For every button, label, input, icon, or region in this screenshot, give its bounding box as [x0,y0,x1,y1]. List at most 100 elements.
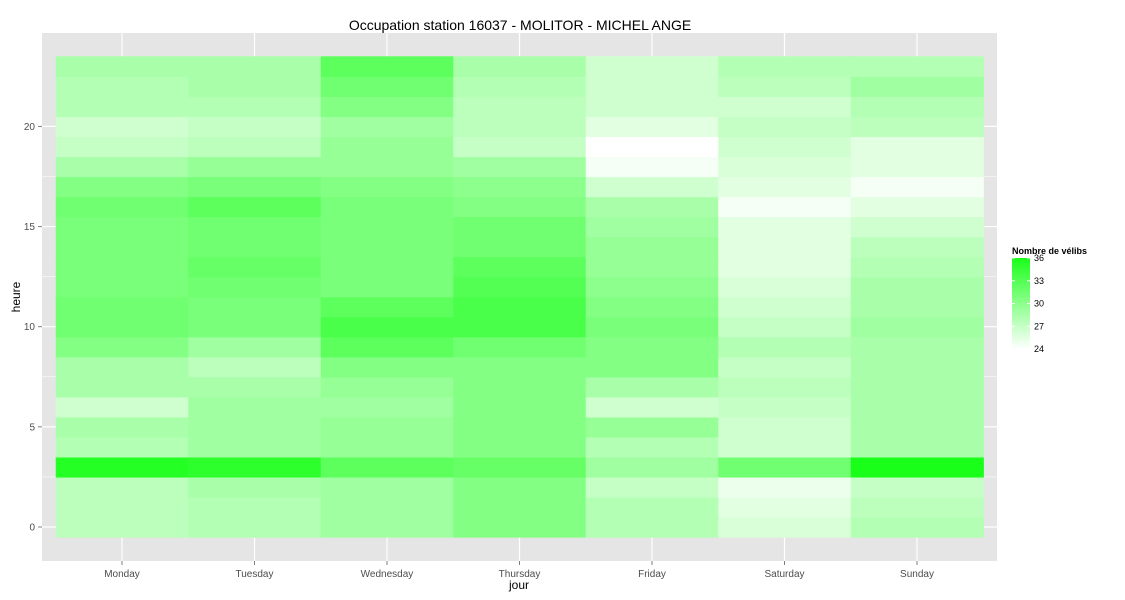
heatmap-cell: Tuesday 20h: 27 [188,116,322,138]
heatmap-cell: Wednesday 9h: 32.5 [320,336,454,358]
y-tick-label: 0 [29,523,35,534]
heatmap-cell: Thursday 23h: 28.5 [453,56,587,77]
heatmap-cell: Monday 17h: 30.5 [55,176,189,198]
legend-colorbar [1012,258,1030,349]
heatmap-cell: Wednesday 19h: 29.5 [320,136,454,158]
heatmap-cell: Sunday 9h: 28.5 [850,336,984,358]
heatmap-cell: Friday 1h: 28 [585,496,719,518]
heatmap-cell: Tuesday 5h: 29 [188,416,322,438]
heatmap-cell: Thursday 18h: 29 [453,156,587,178]
heatmap-cell: Sunday 14h: 27.5 [850,236,984,258]
heatmap-cell: Saturday 4h: 26.5 [718,436,852,458]
heatmap-cell: Thursday 9h: 31.5 [453,336,587,358]
heatmap-cell: Wednesday 21h: 30.5 [320,96,454,117]
heatmap-cell: Tuesday 10h: 31 [188,316,322,338]
heatmap-cell: Saturday 0h: 26 [718,516,852,538]
heatmap-cell: Tuesday 1h: 28 [188,496,322,518]
heatmap-cell: Saturday 1h: 25.5 [718,496,852,518]
heatmap-cell: Friday 0h: 28 [585,516,719,538]
heatmap-cell: Friday 7h: 28.5 [585,376,719,398]
heatmap-cell: Tuesday 8h: 27.5 [188,356,322,378]
heatmap-cell: Monday 12h: 31 [55,276,189,298]
heatmap-cell: Thursday 20h: 27.5 [453,116,587,138]
heatmap-cell: Saturday 14h: 25.5 [718,236,852,258]
heatmap-cell: Monday 21h: 28 [55,96,189,117]
heatmap-cell: Tuesday 23h: 28.5 [188,56,322,77]
heatmap-cell: Saturday 23h: 28 [718,56,852,77]
heatmap-cell: Sunday 21h: 28 [850,96,984,117]
heatmap-cell: Friday 11h: 30.5 [585,296,719,318]
heatmap-cell: Tuesday 18h: 29.5 [188,156,322,178]
heatmap-cell: Wednesday 5h: 29.5 [320,416,454,438]
heatmap-cell: Friday 20h: 25.5 [585,116,719,138]
heatmap-cell: Sunday 3h: 36 [850,456,984,478]
x-tick-label: Thursday [499,569,541,580]
heatmap-cell: Saturday 10h: 27 [718,316,852,338]
y-axis-title: heure [9,281,23,312]
heatmap-cell: Friday 3h: 29 [585,456,719,478]
heatmap-cell: Monday 11h: 31.5 [55,296,189,318]
heatmap-cell: Wednesday 8h: 30.5 [320,356,454,378]
heatmap-cell: Thursday 1h: 30.5 [453,496,587,518]
heatmap-cell: Friday 22h: 26.5 [585,76,719,97]
heatmap-cell: Saturday 16h: 24.5 [718,196,852,218]
heatmap-cell: Friday 8h: 30.5 [585,356,719,378]
heatmap-cell: Sunday 5h: 28.5 [850,416,984,438]
y-tick-label: 5 [29,422,35,433]
heatmap-cell: Monday 3h: 35.5 [55,456,189,478]
heatmap-cell: Thursday 21h: 27.5 [453,96,587,117]
y-tick-label: 20 [24,122,36,133]
x-axis-title: jour [508,578,529,592]
heatmap-cell: Friday 9h: 30.5 [585,336,719,358]
heatmap-cell: Wednesday 2h: 29 [320,476,454,498]
y-tick-label: 10 [24,322,36,333]
heatmap-cell: Saturday 18h: 26 [718,156,852,178]
heatmap-cell: Tuesday 13h: 32 [188,256,322,278]
heatmap-cell: Saturday 22h: 27.5 [718,76,852,97]
heatmap-cell: Tuesday 0h: 28 [188,516,322,538]
heatmap-cell: Wednesday 13h: 31 [320,256,454,278]
y-tick-label: 15 [24,222,36,233]
heatmap-cell: Tuesday 3h: 35 [188,456,322,478]
heatmap-cell: Wednesday 14h: 31 [320,236,454,258]
heatmap-cell: Wednesday 22h: 31.5 [320,76,454,97]
heatmap-cell: Monday 22h: 28 [55,76,189,97]
heatmap-cell: Sunday 22h: 29 [850,76,984,97]
heatmap-cell: Thursday 15h: 31.5 [453,216,587,238]
heatmap-cell: Tuesday 2h: 28.5 [188,476,322,498]
x-tick-label: Sunday [900,569,934,580]
heatmap-cell: Sunday 7h: 28.5 [850,376,984,398]
heatmap-cell: Friday 5h: 29.5 [585,416,719,438]
heatmap-cell: Wednesday 0h: 29 [320,516,454,538]
heatmap-cell: Monday 4h: 28 [55,436,189,458]
heatmap-cell: Thursday 16h: 30.5 [453,196,587,218]
heatmap-cell: Thursday 4h: 30.5 [453,436,587,458]
heatmap-cell: Friday 16h: 28.5 [585,196,719,218]
heatmap-cell: Tuesday 19h: 27.5 [188,136,322,158]
legend-label: 24 [1034,344,1044,354]
heatmap-cells: Monday 0h: 27.5Tuesday 0h: 28Wednesday 0… [55,56,984,538]
heatmap-cell: Sunday 15h: 26.5 [850,216,984,238]
heatmap-cell: Sunday 18h: 25.5 [850,156,984,178]
legend-labels: 36 33 30 27 24 [1012,253,1044,354]
heatmap-cell: Friday 12h: 30 [585,276,719,298]
heatmap-cell: Saturday 3h: 31.5 [718,456,852,478]
heatmap-cell: Wednesday 1h: 29 [320,496,454,518]
heatmap-cell: Saturday 19h: 26.5 [718,136,852,158]
x-tick-label: Wednesday [361,569,414,580]
heatmap-cell: Thursday 19h: 27 [453,136,587,158]
heatmap-cell: Wednesday 17h: 30.5 [320,176,454,198]
heatmap-cell: Thursday 2h: 30.5 [453,476,587,498]
heatmap-cell: Tuesday 11h: 31 [188,296,322,318]
heatmap-cell: Saturday 13h: 25.5 [718,256,852,278]
heatmap-cell: Thursday 11h: 33.5 [453,296,587,318]
heatmap-cell: Wednesday 18h: 29.5 [320,156,454,178]
heatmap-cell: Friday 13h: 29.5 [585,256,719,278]
heatmap-cell: Sunday 10h: 29 [850,316,984,338]
heatmap-cell: Saturday 21h: 26.5 [718,96,852,117]
heatmap-cell: Wednesday 12h: 31 [320,276,454,298]
heatmap-cell: Saturday 15h: 25.5 [718,216,852,238]
heatmap-cell: Friday 4h: 28 [585,436,719,458]
heatmap-cell: Friday 6h: 26.5 [585,396,719,418]
